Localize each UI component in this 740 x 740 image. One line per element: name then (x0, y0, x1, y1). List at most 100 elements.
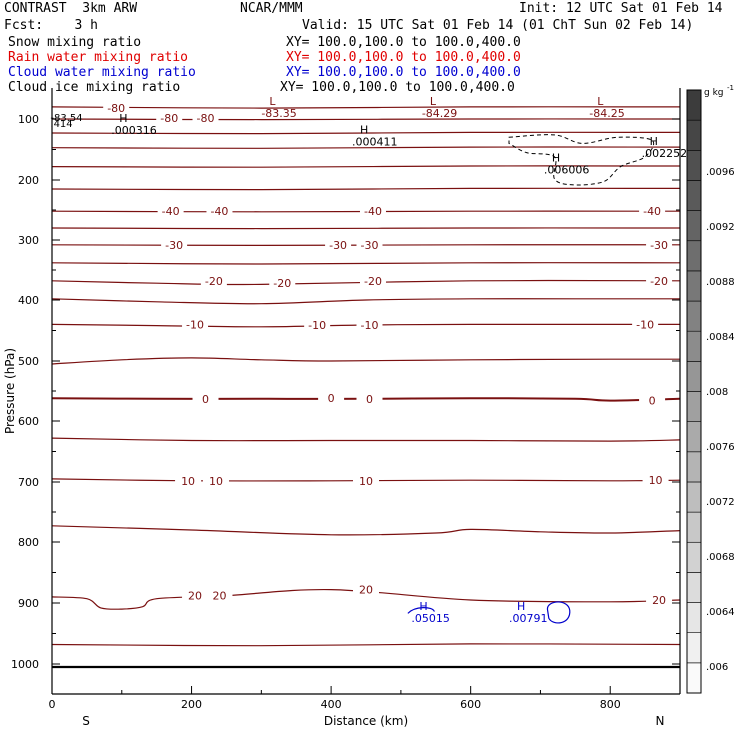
header-model: CONTRAST 3km ARW (4, 1, 138, 16)
colorbar-tick-label: .006 (706, 662, 728, 673)
y-tick-label: 700 (18, 476, 39, 489)
contour-label: -80 (197, 112, 215, 125)
contour-line (51, 118, 681, 121)
extremum-marker: L (430, 95, 437, 108)
field-cloudice-name: Cloud ice mixing ratio (8, 80, 181, 95)
extremum-value: -83.35 (261, 107, 296, 120)
y-tick-label: 1000 (11, 658, 39, 671)
contour-label-bg (269, 276, 296, 290)
colorbar-segment (686, 119, 702, 151)
contour-label: -20 (273, 277, 291, 290)
x-tick-label: 600 (460, 698, 481, 711)
contour-label: -10 (636, 318, 654, 331)
colorbar-segment (686, 240, 702, 272)
contour-label-bg (639, 393, 666, 407)
y-axis-title: Pressure (hPa) (3, 348, 17, 434)
colorbar-segment (686, 451, 702, 483)
extremum-marker: H (360, 123, 368, 136)
contour-label-bg (182, 588, 209, 602)
x-tick-label: 0 (49, 698, 56, 711)
colorbar-segment (686, 300, 702, 332)
colorbar-tick-label: .0068 (706, 552, 735, 563)
contour-label-bg (639, 204, 666, 218)
contour-label-bg (646, 273, 673, 287)
colorbar-segment (686, 481, 702, 513)
header-fcst: Fcst: 3 h (4, 18, 98, 33)
colorbar-segment (686, 632, 702, 664)
contour-label-bg (175, 473, 202, 487)
contour-line (51, 478, 681, 482)
extremum-value: .05015 (411, 612, 450, 625)
colorbar-tick-label: .0072 (706, 497, 735, 508)
y-tick-label: 600 (18, 415, 39, 428)
x-tick-label: 800 (600, 698, 621, 711)
contour-label: -40 (162, 205, 180, 218)
colorbar-segment (686, 361, 702, 392)
contour-line (51, 643, 681, 647)
field-cloudwater-xy: XY= 100.0,100.0 to 100.0,400.0 (286, 65, 521, 80)
contour-line (51, 397, 681, 402)
contour-line (51, 262, 681, 265)
snow-contour (508, 134, 655, 186)
contour-label-bg (318, 391, 345, 405)
contour-label-bg (646, 237, 673, 251)
colorbar-segment (686, 89, 702, 121)
contour-label-bg (103, 101, 130, 115)
contour-line (51, 279, 681, 286)
colorbar-tick-label: .0096 (706, 167, 735, 178)
header-valid: Valid: 15 UTC Sat 01 Feb 14 (01 ChT Sun … (302, 18, 694, 33)
colorbar-segment (686, 662, 702, 694)
contour-label: 10 (649, 474, 663, 487)
colorbar-segment (686, 421, 702, 453)
contour-label: -20 (364, 275, 382, 288)
contour-label-bg (161, 237, 188, 251)
contour-line (51, 187, 681, 191)
y-tick-label: 100 (18, 113, 39, 126)
contour-label-bg (206, 204, 233, 218)
contour-line (51, 525, 681, 536)
contour-line (51, 146, 681, 149)
contour-label: -80 (160, 112, 178, 125)
extremum-marker: H (517, 600, 525, 613)
extremum-value: .000411 (352, 135, 398, 148)
contour-label: -20 (205, 275, 223, 288)
contour-label: -40 (364, 205, 382, 218)
y-tick-label: 400 (18, 294, 39, 307)
x-tick-label: 200 (181, 698, 202, 711)
contour-label-bg (359, 204, 386, 218)
end-label-left: S (82, 714, 90, 728)
colorbar: .0096 .0092 .0088 .0084 .008 .0076 .0072 .0068.… (686, 84, 735, 694)
y-tick-label: 800 (18, 536, 39, 549)
field-rain-xy: XY= 100.0,100.0 to 100.0,400.0 (286, 50, 521, 65)
extremum-marker: H (552, 152, 560, 165)
contour-label: 0 (328, 392, 335, 405)
contour-label: -20 (650, 275, 668, 288)
contour-label-bg (157, 204, 184, 218)
contour-label: -80 (107, 102, 125, 115)
snow-contours (508, 134, 655, 186)
extremum-marker: L (269, 95, 276, 108)
contour-label-bg (192, 110, 219, 124)
contour-label: -10 (308, 319, 326, 332)
colorbar-tick-label: .0084 (706, 332, 735, 343)
contour-line (51, 106, 681, 109)
colorbar-tick-label: .0076 (706, 442, 735, 453)
contour-label-bg (353, 582, 379, 596)
contour-label: 0 (366, 393, 373, 406)
contour-line (51, 131, 681, 135)
extremum-value: -84.29 (422, 107, 457, 120)
contour-label-bg (356, 237, 383, 251)
cloud-water-contours (407, 601, 571, 624)
edge-label: -83.54 (50, 113, 82, 124)
contour-label-bg (642, 473, 669, 487)
contour-label: -30 (361, 239, 379, 252)
y-tick-label: 900 (18, 597, 39, 610)
colorbar-segment (686, 270, 702, 302)
contour-label-bg (646, 592, 673, 606)
colorbar-segment (686, 330, 702, 362)
colorbar-segment (686, 210, 702, 242)
field-snow-xy: XY= 100.0,100.0 to 100.0,400.0 (286, 35, 521, 50)
extremum-value: .000316 (111, 124, 157, 137)
